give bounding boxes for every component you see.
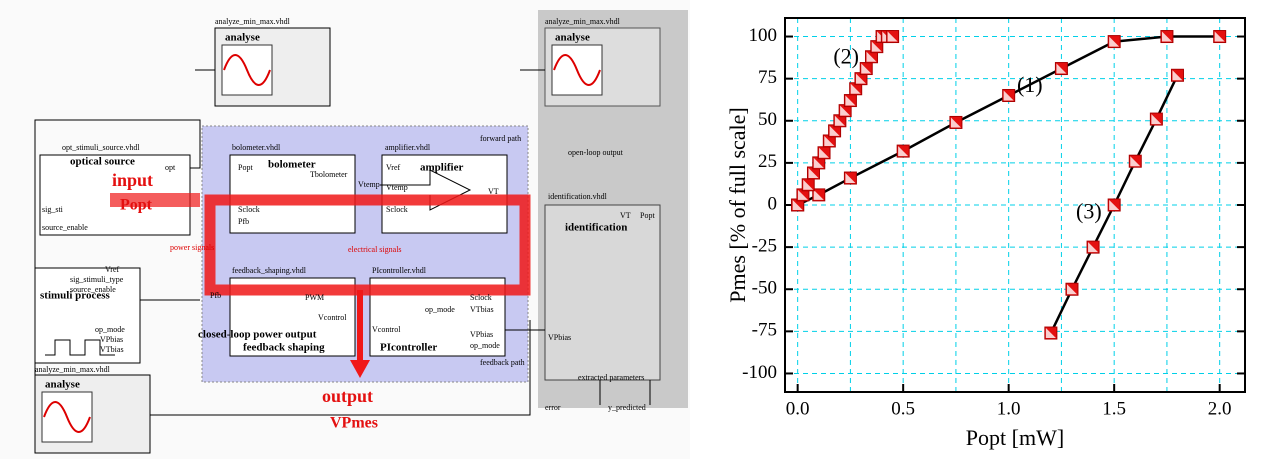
diagram-label: analyze_min_max.vhdl [545,17,621,26]
diagram-label: PIcontroller.vhdl [372,266,427,275]
diagram-label: op_mode [425,305,455,314]
diagram-label: VT [620,211,631,220]
y-tick-label: -25 [752,235,777,256]
diagram-label: Tbolometer [310,170,348,179]
diagram-label: Sclock [386,205,408,214]
diagram-label: identification.vhdl [548,192,608,201]
diagram-label: Vref [105,265,120,274]
diagram-label: amplifier.vhdl [385,143,431,152]
diagram-label: bolometer [268,159,316,171]
diagram: analyze_min_max.vhdlanalyseanalyze_min_m… [0,0,690,459]
y-axis-label: Pmes [% of full scale] [725,107,750,303]
diagram-label: open-loop output [568,148,624,157]
diagram-label: VPbias [100,335,123,344]
diagram-label: Pfb [210,291,221,300]
diagram-label: VTbias [470,305,494,314]
diagram-label: amplifier [420,162,463,174]
x-tick-label: 1.0 [997,398,1021,419]
series-label: (2) [833,43,859,68]
diagram-label: y_predicted [608,403,646,412]
x-axis-label: Popt [mW] [966,425,1064,450]
diagram-label: Vtemp [386,183,408,192]
diagram-label: electrical signals [348,245,402,254]
page: analyze_min_max.vhdlanalyseanalyze_min_m… [0,0,1274,459]
diagram-label: PIcontroller [380,342,437,354]
diagram-label: bolometer.vhdl [232,143,281,152]
y-tick-label: 100 [749,25,778,46]
chart: -100 -75 -50 -25 0 25 50 75 100 0.0 0.5 1.0 1.5 2.0 Po… [725,18,1245,450]
diagram-label: opt_stimuli_source.vhdl [62,143,140,152]
x-tick-label: 0.0 [786,398,810,419]
diagram-label: error [545,403,561,412]
y-tick-label: 25 [758,151,777,172]
y-tick-label: 0 [768,193,778,214]
diagram-label: opt [165,163,176,172]
diagram-label: VTbias [100,345,124,354]
diagram-label: sig_stimuli_type [70,275,124,284]
x-tick-label: 0.5 [891,398,915,419]
diagram-label: analyse [225,32,260,44]
diagram-label: power signals [170,243,214,252]
diagram-label: VPbias [470,330,493,339]
diagram-label: PWM [305,293,324,302]
x-tick-label: 1.5 [1102,398,1126,419]
diagram-label: Popt [120,197,153,214]
diagram-label: identification [565,222,627,234]
diagram-label: feedback path [480,358,525,367]
diagram-label: Vcontrol [318,313,347,322]
series-label: (1) [1017,72,1043,97]
y-tick-label: -50 [752,278,777,299]
diagram-label: output [322,386,373,406]
diagram-label: VT [488,187,499,196]
diagram-label: sig_sti [42,205,64,214]
y-tick-label: -75 [752,320,777,341]
y-tick-label: 75 [758,67,777,88]
diagram-label: analyse [45,379,80,391]
diagram-label: extracted parameters [578,373,644,382]
figure: analyze_min_max.vhdlanalyseanalyze_min_m… [0,0,1274,459]
diagram-label: Popt [238,163,253,172]
diagram-label: optical source [70,156,135,168]
diagram-label: analyze_min_max.vhdl [215,17,291,26]
diagram-label: Pfb [238,217,249,226]
diagram-label: op_mode [95,325,125,334]
diagram-label: analyse [555,32,590,44]
diagram-label: closed-loop power output [198,329,317,341]
x-tick-label: 2.0 [1208,398,1232,419]
y-tick-label: 50 [758,109,777,130]
diagram-label: input [112,170,153,190]
diagram-label: VPbias [548,333,571,342]
series-label: (3) [1076,198,1102,223]
diagram-label: source_enable [70,285,116,294]
diagram-label: VPmes [330,415,378,432]
diagram-label: op_mode [470,341,500,350]
diagram-label: Popt [640,211,655,220]
diagram-label: Sclock [238,205,260,214]
y-tick-label: -100 [742,362,777,383]
diagram-label: feedback shaping [243,342,325,354]
diagram-label: source_enable [42,223,88,232]
diagram-label: Vcontrol [372,325,401,334]
diagram-label: feedback_shaping.vhdl [232,266,307,275]
diagram-label: Sclock [470,293,492,302]
diagram-label: Vtemp [358,180,380,189]
diagram-label: Vref [386,163,401,172]
diagram-label: forward path [480,134,521,143]
diagram-label: analyze_min_max.vhdl [35,365,111,374]
